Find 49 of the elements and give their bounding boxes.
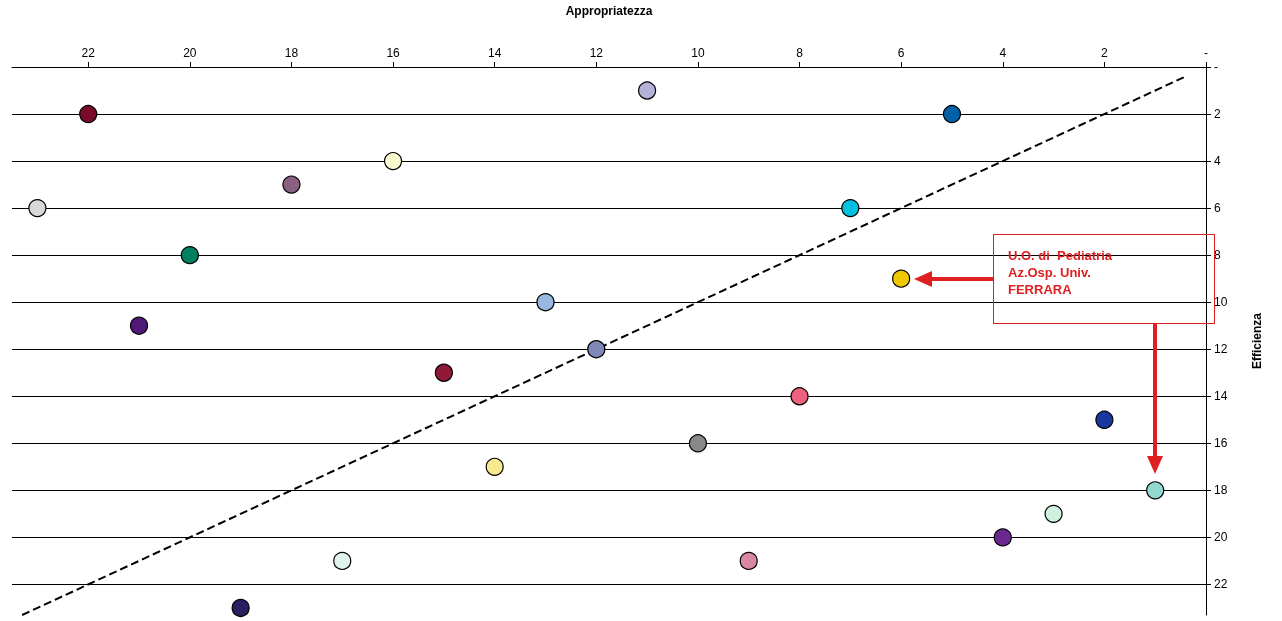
point (1146, 481, 1165, 500)
y-tick-label: 14 (1214, 389, 1228, 404)
x-tick-label: 6 (897, 46, 905, 60)
y-tick-label: 6 (1214, 201, 1221, 216)
x-tick-label: 18 (284, 46, 299, 60)
point (79, 104, 98, 124)
x-tick-label: 4 (999, 46, 1007, 60)
x-tick-label: - (1204, 46, 1208, 60)
point (638, 81, 657, 100)
point (129, 316, 149, 335)
point (231, 598, 250, 618)
point (434, 363, 453, 382)
point (383, 151, 403, 171)
point (739, 551, 758, 570)
point (28, 199, 47, 218)
point (841, 199, 860, 218)
y-tick-label: 4 (1214, 154, 1221, 169)
x-tick-label: 20 (183, 46, 197, 60)
y-tick-label: 16 (1214, 436, 1228, 451)
point (485, 457, 504, 476)
x-tick-label: 10 (691, 46, 705, 60)
x-tick-label: 14 (488, 46, 502, 60)
point (993, 528, 1012, 547)
y-tick-label: 18 (1214, 483, 1228, 498)
y-tick-label: 12 (1214, 342, 1228, 357)
y-tick-label: 20 (1214, 530, 1228, 545)
x-axis-title: Appropriatezza (565, 4, 653, 18)
point (587, 340, 606, 359)
point (1044, 504, 1063, 523)
x-tick-label: 2 (1101, 46, 1109, 60)
point (1095, 410, 1114, 429)
point (942, 104, 962, 124)
x-tick-label: 16 (386, 46, 401, 60)
y-tick-label: 8 (1214, 248, 1221, 263)
y-tick-label: 22 (1214, 577, 1228, 592)
point (180, 246, 199, 265)
x-tick-label: 8 (796, 46, 804, 60)
x-tick-label: 22 (81, 46, 96, 60)
point (688, 434, 708, 453)
point (536, 293, 555, 312)
point (282, 175, 301, 194)
y-axis-title: Efficienza (1250, 312, 1264, 370)
y-tick-label: 10 (1214, 295, 1228, 310)
point (333, 551, 352, 570)
point (790, 387, 809, 406)
point (892, 269, 911, 288)
x-tick-label: 12 (589, 46, 604, 60)
y-tick-label: - (1214, 60, 1218, 74)
y-tick-label: 2 (1214, 107, 1221, 122)
